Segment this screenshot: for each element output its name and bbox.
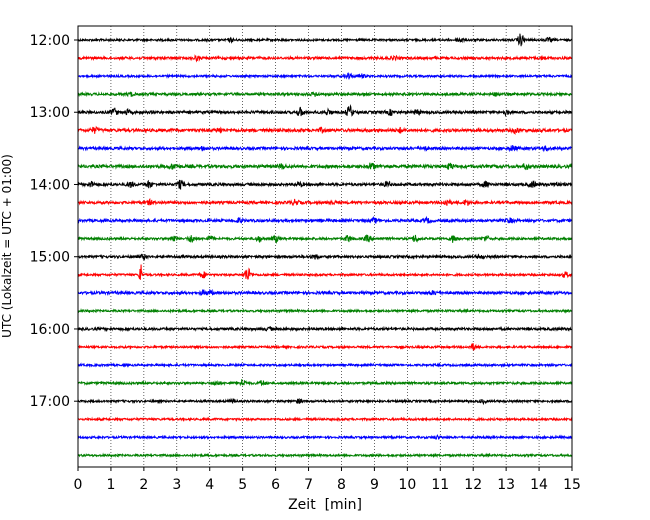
seismogram-trace bbox=[77, 397, 573, 406]
trace-group bbox=[77, 33, 573, 459]
seismogram-trace bbox=[77, 288, 573, 297]
y-tick-label: 15:00 bbox=[30, 250, 70, 266]
x-tick-label: 2 bbox=[139, 477, 148, 493]
y-tick-label: 12:00 bbox=[30, 33, 70, 49]
y-tick-label: 17:00 bbox=[30, 394, 70, 410]
seismogram-trace bbox=[77, 434, 573, 441]
y-tick-label: 13:00 bbox=[30, 105, 70, 121]
x-tick-label: 8 bbox=[337, 477, 346, 493]
x-tick-label: 15 bbox=[563, 477, 581, 493]
x-axis-label: Zeit [min] bbox=[288, 497, 362, 513]
seismogram-trace bbox=[77, 234, 573, 244]
x-tick-label: 0 bbox=[74, 477, 83, 493]
x-tick-label: 11 bbox=[431, 477, 449, 493]
x-tick-label: 7 bbox=[304, 477, 313, 493]
y-axis: 12:00 13:00 14:00 15:00 16:00 17:00 bbox=[30, 33, 78, 410]
seismogram-trace bbox=[77, 307, 573, 314]
seismogram-trace bbox=[77, 215, 573, 225]
seismogram-trace bbox=[77, 416, 573, 423]
plot-frame bbox=[77, 25, 573, 468]
x-tick-label: 9 bbox=[370, 477, 379, 493]
x-tick-label: 10 bbox=[398, 477, 416, 493]
seismogram-trace bbox=[77, 379, 573, 387]
x-tick-label: 14 bbox=[530, 477, 548, 493]
seismogram-trace bbox=[77, 125, 573, 136]
seismogram-trace bbox=[77, 343, 573, 351]
x-tick-label: 6 bbox=[271, 477, 280, 493]
seismogram-trace bbox=[77, 103, 573, 118]
x-tick-label: 5 bbox=[238, 477, 247, 493]
seismogram-trace bbox=[77, 91, 573, 98]
y-tick-label: 14:00 bbox=[30, 177, 70, 193]
seismogram-trace bbox=[77, 452, 573, 459]
seismogram-trace bbox=[77, 72, 573, 80]
seismogram-trace bbox=[77, 162, 573, 171]
x-tick-label: 1 bbox=[106, 477, 115, 493]
x-axis: 0 1 2 3 4 5 6 7 8 9 10 11 12 13 14 15 bbox=[74, 467, 581, 493]
seismogram-trace bbox=[77, 54, 573, 63]
x-tick-label: 4 bbox=[205, 477, 214, 493]
seismogram-trace bbox=[77, 197, 573, 206]
seismogram-trace bbox=[77, 144, 573, 153]
seismogram-trace bbox=[77, 33, 573, 47]
y-tick-label: 16:00 bbox=[30, 322, 70, 338]
seismogram-trace bbox=[77, 253, 573, 261]
seismogram-trace bbox=[77, 325, 573, 333]
seismogram-trace bbox=[77, 362, 573, 369]
seismogram-trace bbox=[77, 264, 573, 280]
y-axis-label: UTC (Lokalzeit = UTC + 01:00) bbox=[0, 154, 14, 338]
x-tick-label: 12 bbox=[464, 477, 482, 493]
x-tick-label: 13 bbox=[497, 477, 515, 493]
seismogram-trace bbox=[77, 179, 573, 190]
x-tick-label: 3 bbox=[172, 477, 181, 493]
